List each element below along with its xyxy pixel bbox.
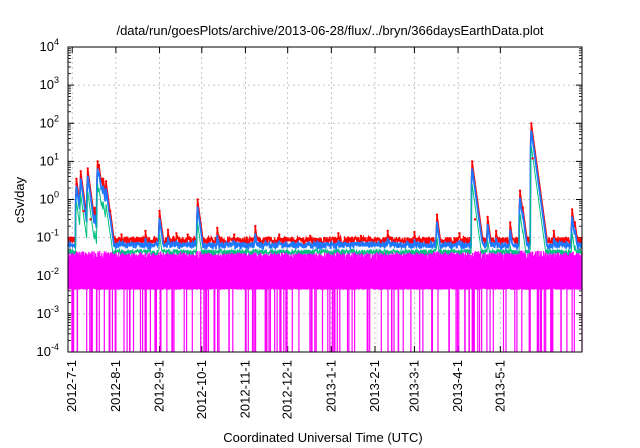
y-axis-label: cSv/day — [12, 176, 27, 223]
peak-point — [337, 232, 340, 235]
peak-point — [530, 122, 533, 125]
x-tick-label: 2013-1-1 — [323, 360, 338, 412]
peak-point — [89, 218, 92, 221]
peak-point — [278, 233, 281, 236]
peak-point — [386, 229, 389, 233]
x-tick-label: 2012-9-1 — [152, 360, 167, 412]
x-axis-label: Coordinated Universal Time (UTC) — [223, 430, 422, 445]
y-tick-label: 10-2 — [37, 266, 59, 283]
series-blue — [67, 130, 583, 252]
peak-point — [93, 206, 97, 210]
peak-point — [458, 232, 461, 235]
x-tick-label: 2013-2-1 — [367, 360, 382, 412]
peak-point — [254, 224, 257, 228]
peak-point — [97, 163, 101, 167]
peak-point — [531, 157, 534, 160]
peak-point — [509, 221, 512, 224]
peak-point — [120, 233, 123, 236]
plot-frame — [67, 46, 583, 353]
series-green — [67, 146, 583, 257]
peak-point — [233, 233, 236, 236]
peak-point — [109, 209, 112, 213]
peak-point — [471, 160, 474, 163]
peak-point — [494, 229, 498, 233]
y-tick-label: 10-4 — [37, 342, 59, 359]
x-tick-label: 2012-10-1 — [194, 360, 209, 419]
x-tick-label: 2012-12-1 — [280, 360, 295, 419]
peak-point — [144, 229, 147, 233]
y-tick-label: 103 — [40, 75, 59, 92]
y-tick-label: 104 — [40, 37, 59, 54]
series-red — [67, 123, 583, 248]
peak-point — [359, 234, 363, 238]
peak-point — [518, 189, 522, 192]
x-tick-label: 2012-8-1 — [108, 360, 123, 412]
peak-point — [158, 209, 161, 213]
peak-point — [413, 230, 416, 234]
peak-point — [166, 228, 170, 231]
peak-point — [486, 215, 489, 219]
peak-point — [175, 232, 178, 235]
peak-point — [104, 180, 108, 183]
y-tick-label: 102 — [40, 113, 59, 130]
x-tick-label: 2013-5-1 — [492, 360, 507, 412]
peak-point — [86, 167, 89, 170]
peak-point — [552, 229, 555, 233]
plot-area — [67, 122, 583, 352]
x-tick-label: 2012-11-1 — [237, 360, 252, 418]
peak-point — [102, 177, 105, 180]
y-tick-label: 10-3 — [37, 304, 59, 321]
peak-point — [186, 233, 189, 236]
peak-point — [573, 221, 577, 224]
peak-point — [196, 198, 199, 201]
peak-point — [473, 218, 477, 221]
peak-point — [521, 206, 525, 210]
y-tick-label: 100 — [40, 190, 59, 207]
y-tick-label: 101 — [40, 151, 59, 168]
x-tick-label: 2013-3-1 — [406, 360, 421, 412]
peak-point — [79, 170, 82, 173]
x-tick-label: 2012-7-1 — [64, 360, 79, 412]
chart-title: /data/run/goesPlots/archive/2013-06-28/f… — [116, 23, 543, 38]
y-tick-label: 10-1 — [37, 228, 59, 245]
peak-point — [82, 209, 85, 213]
x-tick-label: 2013-4-1 — [450, 360, 465, 412]
peak-point — [570, 208, 574, 211]
peak-point — [75, 177, 78, 180]
peak-point — [435, 213, 439, 216]
peak-point — [216, 226, 219, 230]
x-axis-ticks: 2012-7-1 2012-8-1 2012-9-1 2012-10-1 2012-11… — [64, 47, 507, 419]
peak-point — [96, 160, 99, 163]
peak-point — [309, 234, 312, 238]
